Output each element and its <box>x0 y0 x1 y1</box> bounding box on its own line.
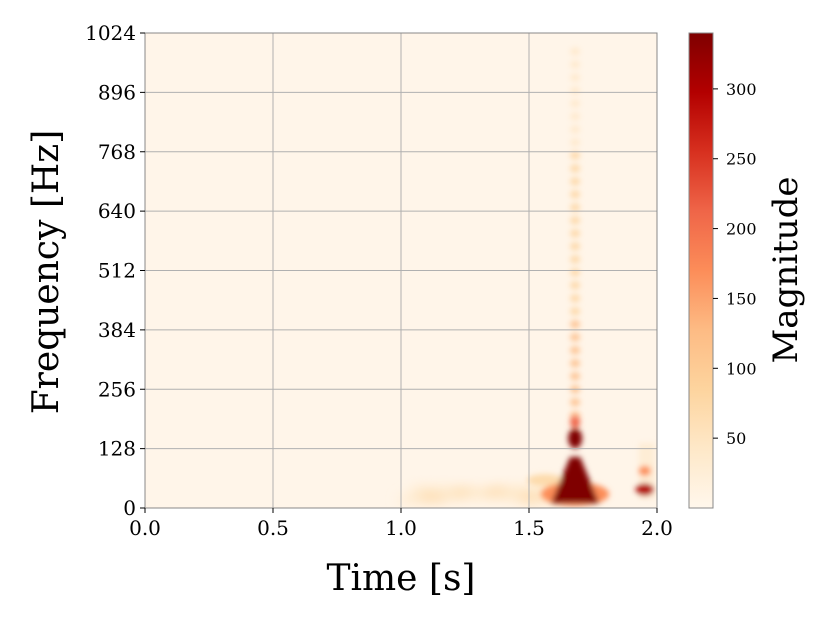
x-axis-label: Time [s] <box>327 558 476 599</box>
y-tick-label: 0 <box>123 496 136 520</box>
colorbar-tick-label: 200 <box>726 220 757 239</box>
grid-layer <box>145 33 657 508</box>
x-tick-label: 1.0 <box>385 516 417 540</box>
hotspot-harmonic-streak <box>570 47 581 420</box>
hotspot-secondary-burst <box>635 443 655 499</box>
colorbar-tick-label: 50 <box>726 429 746 448</box>
colorbar-tick-label: 300 <box>726 80 757 99</box>
x-tick-label: 0.5 <box>257 516 289 540</box>
y-tick-label: 128 <box>98 437 136 461</box>
colorbar <box>688 32 714 509</box>
colorbar-tick-label: 100 <box>726 359 757 378</box>
colorbar-label: Magnitude <box>766 176 806 363</box>
colorbar-ticks: 50 100 150 200 250 300 <box>713 80 757 448</box>
x-tick-label: 0.0 <box>129 516 161 540</box>
y-tick-label: 768 <box>98 140 136 164</box>
x-axis-ticks: 0.0 0.5 1.0 1.5 2.0 <box>129 508 673 540</box>
y-tick-label: 384 <box>98 318 136 342</box>
y-axis-label: Frequency [Hz] <box>26 130 67 415</box>
y-tick-label: 256 <box>98 377 136 401</box>
heatmap-layer <box>397 47 655 507</box>
colorbar-tick-label: 150 <box>726 289 757 308</box>
y-tick-label: 896 <box>98 80 136 104</box>
y-tick-label: 512 <box>98 259 136 283</box>
y-tick-label: 1024 <box>85 21 136 45</box>
x-tick-label: 1.5 <box>513 516 545 540</box>
x-tick-label: 2.0 <box>641 516 673 540</box>
hotspot-main-burst <box>527 416 610 507</box>
colorbar-tick-label: 250 <box>726 150 757 169</box>
y-axis-ticks: 0 128 256 384 512 640 768 896 1024 <box>85 21 145 520</box>
y-tick-label: 640 <box>98 199 136 223</box>
